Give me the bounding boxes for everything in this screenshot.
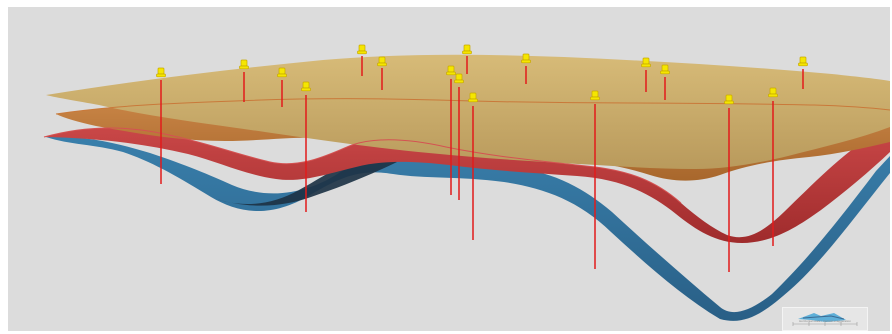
well-marker-16[interactable] (768, 87, 778, 98)
scale-widget[interactable]: Horizontal scale / Vertical exaggeration (782, 307, 868, 331)
well-lines[interactable] (160, 56, 804, 272)
well-markers[interactable] (156, 44, 808, 105)
well-marker-11[interactable] (521, 53, 531, 64)
horizon-scene[interactable] (8, 7, 890, 331)
3d-viewport[interactable]: Horizontal scale / Vertical exaggeration (8, 7, 890, 331)
well-marker-10[interactable] (468, 92, 478, 103)
well-marker-3[interactable] (277, 67, 287, 78)
blue-horizon-surface[interactable] (46, 136, 890, 321)
orange-horizon-edge (55, 98, 890, 115)
well-marker-4[interactable] (301, 81, 311, 92)
well-marker-2[interactable] (239, 59, 249, 70)
well-marker-12[interactable] (590, 90, 600, 101)
red-horizon-edge (43, 127, 682, 204)
red-horizon-surface[interactable] (44, 127, 890, 243)
well-marker-1[interactable] (156, 67, 166, 78)
scale-label: Horizontal scale / Vertical exaggeration (799, 319, 851, 323)
well-marker-15[interactable] (724, 94, 734, 105)
well-marker-6[interactable] (377, 56, 387, 67)
well-marker-9[interactable] (462, 44, 472, 55)
well-marker-8[interactable] (454, 73, 464, 84)
well-marker-7[interactable] (446, 65, 456, 76)
well-marker-13[interactable] (641, 57, 651, 68)
well-marker-17[interactable] (798, 56, 808, 67)
tan-horizon-surface[interactable] (46, 54, 890, 169)
well-marker-5[interactable] (357, 44, 367, 55)
orientation-compass-icon (792, 313, 858, 326)
well-marker-14[interactable] (660, 64, 670, 75)
